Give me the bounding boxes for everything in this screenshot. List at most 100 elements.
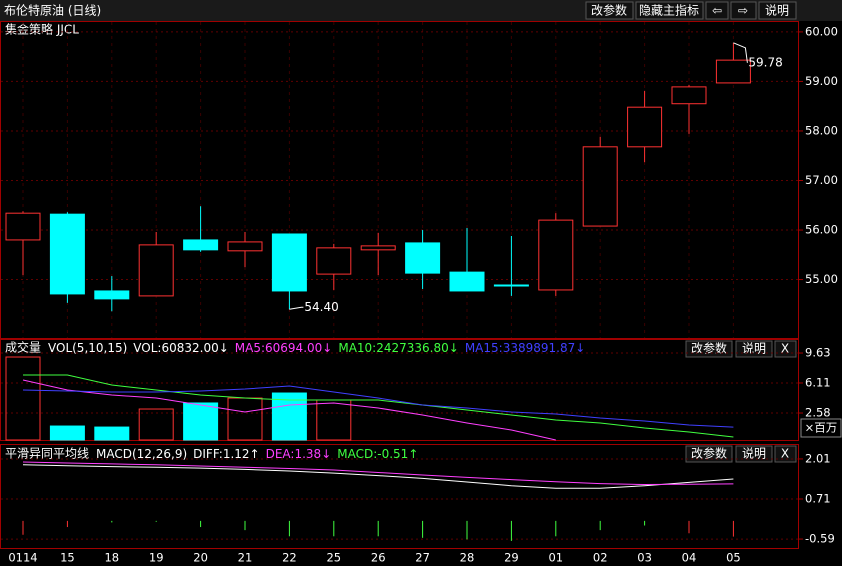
y-tick-label: 56.00 xyxy=(805,223,838,237)
candle-body xyxy=(360,245,396,251)
annotation-leader xyxy=(289,306,304,310)
candle-body xyxy=(138,244,174,297)
x-tick-label: 27 xyxy=(415,551,430,565)
unit-label: ×百万 xyxy=(805,421,838,435)
x-tick-label: 04 xyxy=(682,551,697,565)
x-tick-label: 02 xyxy=(593,551,608,565)
indicator-line xyxy=(22,385,734,428)
button-label[interactable]: 改参数 xyxy=(691,446,727,461)
x-tick-label: 22 xyxy=(282,551,297,565)
x-tick-label: 19 xyxy=(149,551,164,565)
candle-body xyxy=(627,106,663,148)
y-tick-label: 0.71 xyxy=(805,492,831,506)
button-label[interactable]: 说明 xyxy=(742,341,766,356)
panel-header: MACD(12,26,9) DIFF:1.12↑ DEA:1.38↓ MACD:-0.… xyxy=(96,447,418,461)
x-tick-label: 03 xyxy=(637,551,652,565)
volume-bar xyxy=(271,392,307,441)
button[interactable] xyxy=(774,340,797,358)
panel-title: 平滑异同平均线 xyxy=(5,447,89,461)
y-tick-label: 58.00 xyxy=(805,123,838,137)
button-label[interactable]: ⇦ xyxy=(712,4,722,18)
panel-frame xyxy=(0,444,799,549)
y-tick-label: 9.63 xyxy=(805,346,831,360)
header-item: MACD:-0.51↑ xyxy=(337,447,418,461)
y-tick-label: 55.00 xyxy=(805,272,838,286)
button[interactable] xyxy=(735,445,773,463)
candle-body xyxy=(538,219,574,291)
x-tick-label: 25 xyxy=(326,551,341,565)
panel-title: 成交量 xyxy=(5,340,41,355)
header-item: VOL:60832.00↓ xyxy=(133,341,228,355)
indicator-line xyxy=(22,379,556,441)
annotation-leader xyxy=(733,42,748,63)
x-tick-label: 26 xyxy=(371,551,386,565)
x-tick-label: 28 xyxy=(460,551,475,565)
indicator-line xyxy=(22,464,734,489)
volume-bar xyxy=(49,425,85,441)
toolbar-buttons: 改参数 隐藏主指标 ⇦ ⇨ 说明 xyxy=(585,1,797,20)
x-tick-label: 18 xyxy=(104,551,119,565)
candle-body xyxy=(316,247,352,275)
candle-body xyxy=(582,146,618,227)
candle-body xyxy=(449,271,485,292)
volume-bar xyxy=(138,408,174,441)
candle-body xyxy=(227,241,263,252)
button[interactable] xyxy=(730,1,757,20)
button-label[interactable]: 隐藏主指标 xyxy=(639,3,699,18)
candle-body xyxy=(49,213,85,295)
y-tick-label: 59.00 xyxy=(805,74,838,88)
candle-body xyxy=(183,239,219,251)
panel-frames xyxy=(0,21,799,549)
candle-body xyxy=(715,59,751,84)
button-label[interactable]: X xyxy=(781,342,789,356)
candle-body xyxy=(5,212,41,241)
strategy-label: 集金策略 JJCL xyxy=(5,22,79,37)
y-tick-label: -0.59 xyxy=(805,532,835,546)
button[interactable] xyxy=(705,1,729,20)
annotation-label: 54.40 xyxy=(304,300,338,314)
button-label[interactable]: 改参数 xyxy=(691,341,727,356)
candle-body xyxy=(271,233,307,292)
y-tick-label: 2.58 xyxy=(805,406,831,420)
annotation-label: 59.78 xyxy=(748,55,782,69)
header-item: DIFF:1.12↑ xyxy=(193,447,259,461)
y-tick-label: 6.11 xyxy=(805,375,831,389)
header-item: MA15:3389891.87↓ xyxy=(465,341,585,355)
button-label[interactable]: 说明 xyxy=(765,3,789,18)
x-tick-label: 21 xyxy=(238,551,253,565)
header-item: DEA:1.38↓ xyxy=(266,447,332,461)
button-label[interactable]: ⇨ xyxy=(738,4,748,18)
volume-bar xyxy=(183,402,219,441)
button[interactable] xyxy=(635,1,704,20)
x-tick-label: 05 xyxy=(726,551,741,565)
y-tick-label: 2.01 xyxy=(805,451,831,465)
header-item: MA5:60694.00↓ xyxy=(235,341,333,355)
x-tick-label: 15 xyxy=(60,551,75,565)
button-label[interactable]: 改参数 xyxy=(591,3,627,18)
header-item: MACD(12,26,9) xyxy=(96,447,187,461)
y-tick-label: 57.00 xyxy=(805,173,838,187)
indicator-line xyxy=(23,374,734,438)
x-tick-label: 0114 xyxy=(8,551,37,565)
button-label[interactable]: 说明 xyxy=(742,446,766,461)
panel-header: VOL(5,10,15) VOL:60832.00↓ MA5:60694.00↓ MA… xyxy=(48,341,585,355)
button[interactable] xyxy=(685,445,733,463)
volume-bar xyxy=(94,426,130,441)
candle-body xyxy=(493,284,529,287)
button[interactable] xyxy=(758,1,797,20)
x-tick-label: 20 xyxy=(193,551,208,565)
header-item: MA10:2427336.80↓ xyxy=(338,341,458,355)
x-tick-label: 29 xyxy=(504,551,519,565)
y-tick-label: 60.00 xyxy=(805,24,838,38)
volume-bar xyxy=(5,356,41,441)
unit-box xyxy=(800,418,842,438)
candle-body xyxy=(94,290,130,300)
button-label[interactable]: X xyxy=(781,447,789,461)
page-title: 布伦特原油 (日线) xyxy=(4,3,101,18)
panel-frame xyxy=(0,339,799,441)
indicator-line xyxy=(22,461,734,486)
button[interactable] xyxy=(774,445,797,463)
button[interactable] xyxy=(585,1,634,20)
